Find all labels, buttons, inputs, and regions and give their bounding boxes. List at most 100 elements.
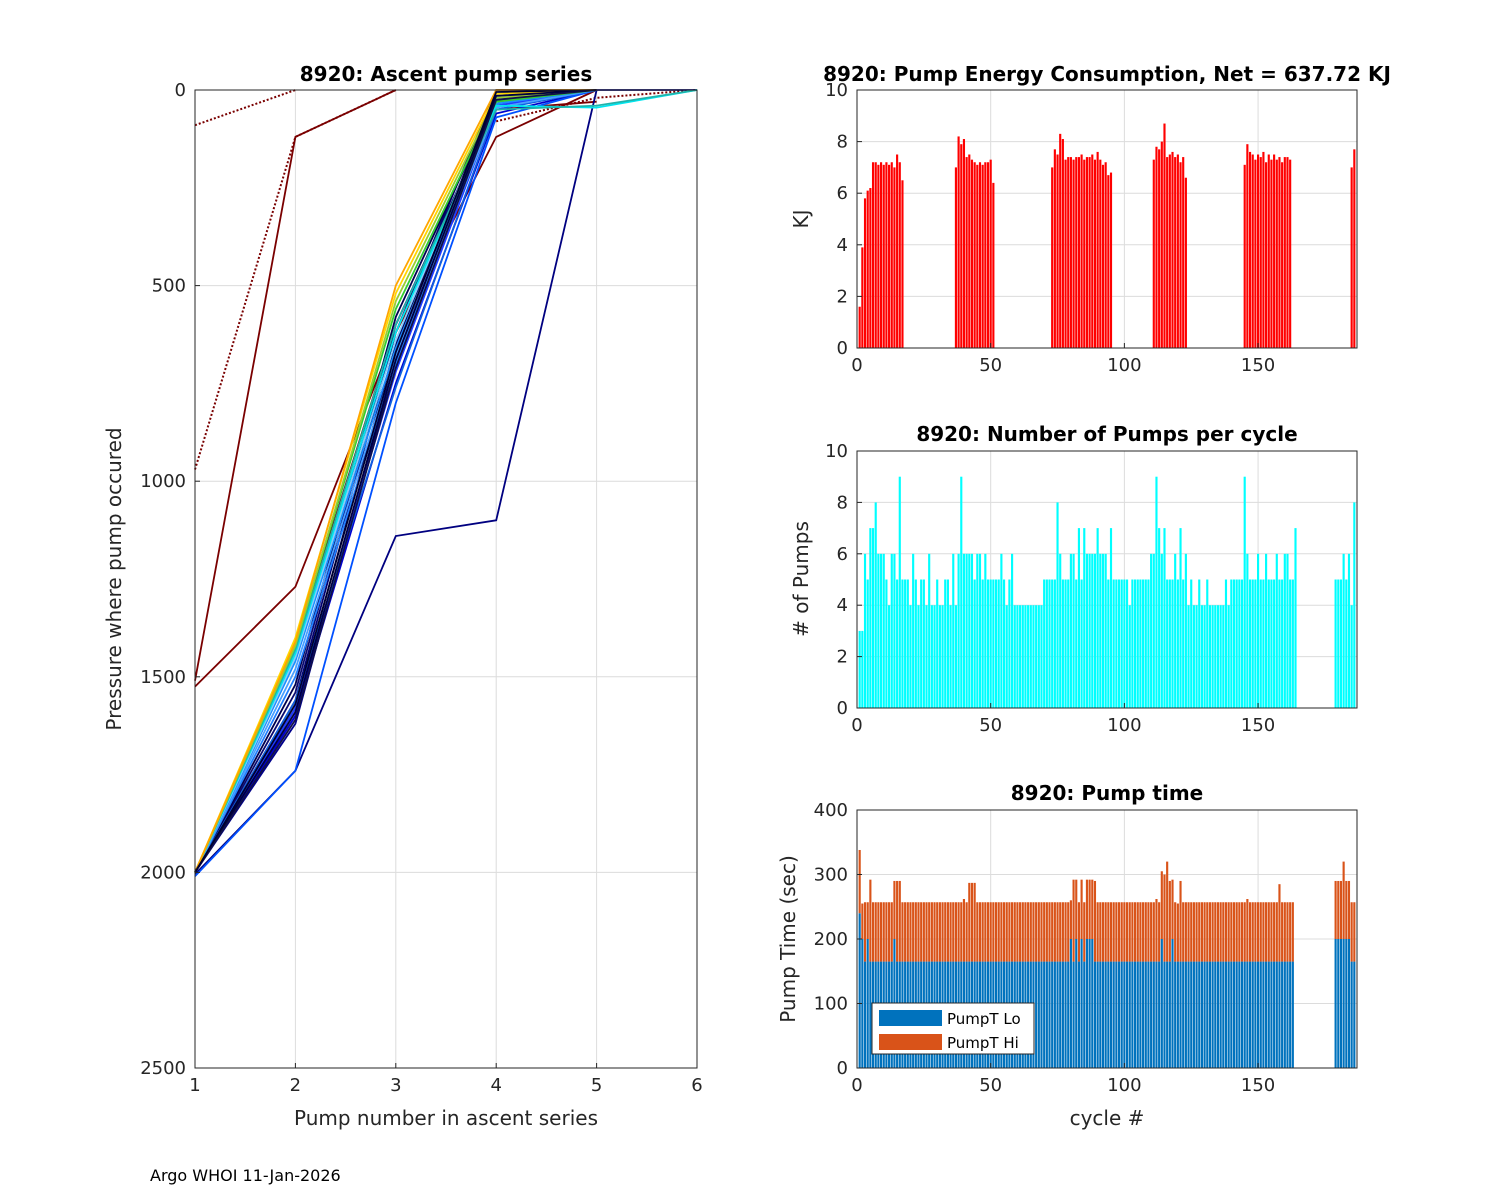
- pumps-bar: [1289, 579, 1292, 708]
- pumps-bar: [1203, 605, 1206, 708]
- pumptime-bar-lo: [1184, 961, 1187, 1068]
- ascent-lines: [194, 89, 698, 877]
- pumptime-bar-hi: [1337, 880, 1340, 939]
- pumptime-bar-hi: [1224, 902, 1228, 962]
- energy-bar: [957, 136, 960, 348]
- energy-bar: [1278, 157, 1281, 348]
- ascent-line-dark-1: [194, 89, 597, 873]
- pumps-bar: [1337, 579, 1340, 708]
- pumptime-bar-lo: [1125, 961, 1129, 1068]
- pumptime-bar-hi: [957, 902, 960, 962]
- pumptime-bar-hi: [1291, 902, 1294, 962]
- pumps-bar: [1136, 579, 1139, 708]
- pumptime-bar-hi: [1011, 902, 1014, 962]
- pumptime-bar-hi: [960, 902, 963, 962]
- pumptime-bar-hi: [1115, 902, 1118, 962]
- pumps-bar: [879, 553, 883, 708]
- pumps-bar: [1187, 605, 1190, 708]
- pumps-bar: [1147, 579, 1150, 708]
- pumptime-bar-hi: [992, 902, 995, 962]
- pumptime-bar-hi: [997, 902, 1000, 962]
- pumptime-bar-lo: [1096, 961, 1099, 1068]
- pumptime-bar-hi: [1091, 879, 1094, 939]
- pumptime-bar-lo: [1235, 961, 1238, 1068]
- pumptime-bar-hi: [1192, 902, 1195, 962]
- pumps-bar: [1080, 579, 1083, 708]
- pumps-bar: [898, 476, 901, 708]
- energy-xtick-label: 0: [851, 355, 862, 376]
- energy-bar: [1243, 164, 1246, 348]
- energy-bar: [1099, 159, 1102, 348]
- pumps-bar: [946, 579, 949, 708]
- pumps-bar: [1174, 553, 1177, 708]
- energy-bar: [1257, 154, 1260, 348]
- pumptime-bar-lo: [1069, 939, 1072, 1068]
- pumps-chart: 0 50 100 150 0 2 4 6 8 10 8920: Number of Pumps p…: [789, 422, 1358, 736]
- pumptime-bar-hi: [1235, 902, 1238, 962]
- pumptime-bar-hi: [906, 902, 909, 962]
- pumptime-bar-lo: [1283, 961, 1286, 1068]
- energy-bar: [861, 247, 864, 348]
- pumptime-bar-hi: [925, 902, 928, 962]
- pumptime-bar-hi: [986, 902, 990, 962]
- pumptime-bar-lo: [1147, 961, 1150, 1068]
- pumptime-bar-hi: [858, 849, 861, 914]
- pumps-bar: [888, 605, 891, 708]
- pumps-bar: [1254, 579, 1257, 708]
- pumps-bar: [1262, 579, 1265, 708]
- ascent-line-dark-red-3: [194, 89, 397, 681]
- pumptime-bar-hi: [1163, 874, 1166, 962]
- pumptime-bar-lo: [1230, 961, 1233, 1068]
- pumptime-bar-hi: [1019, 902, 1022, 962]
- ascent-line-yellow: [194, 89, 597, 873]
- pumptime-bar-lo: [1158, 961, 1161, 1068]
- pumps-bar: [1011, 553, 1014, 708]
- pumps-bar: [1350, 605, 1353, 708]
- pumptime-bar-hi: [989, 902, 992, 962]
- pumptime-bar-hi: [896, 880, 899, 962]
- pumptime-bar-hi: [861, 903, 864, 939]
- pumptime-bar-lo: [1222, 961, 1225, 1068]
- pumptime-bar-hi: [1096, 902, 1099, 962]
- energy-bar: [1174, 157, 1177, 348]
- energy-bars: [858, 123, 1356, 348]
- pumptime-bars: [858, 849, 1356, 1068]
- pumptime-bar-hi: [1150, 902, 1153, 962]
- pumptime-bar-lo: [861, 939, 864, 1068]
- pumps-bar: [1267, 579, 1270, 708]
- pumps-bar: [922, 579, 925, 708]
- pumptime-bar-hi: [1072, 879, 1075, 962]
- energy-bar: [1179, 162, 1182, 348]
- pumps-bar: [863, 553, 867, 708]
- energy-ytick-label: 8: [837, 132, 848, 153]
- pumptime-bar-hi: [933, 902, 936, 962]
- pumps-bar: [1227, 605, 1230, 708]
- pumptime-bar-hi: [1053, 902, 1056, 962]
- pumptime-bar-lo: [1240, 961, 1244, 1068]
- pumptime-bar-lo: [863, 961, 867, 1068]
- pumptime-bar-hi: [1064, 902, 1067, 962]
- pumptime-bar-lo: [1067, 961, 1070, 1068]
- pumptime-bar-hi: [1262, 902, 1265, 962]
- pumptime-bar-lo: [1203, 961, 1206, 1068]
- energy-bar: [1259, 157, 1262, 348]
- pumps-xtick-label: 150: [1241, 715, 1275, 736]
- pumptime-bar-lo: [1099, 961, 1102, 1068]
- pumptime-bar-lo: [1339, 939, 1343, 1068]
- pumptime-bar-lo: [1251, 961, 1254, 1068]
- energy-bar: [1289, 159, 1292, 348]
- pumptime-bar-hi: [928, 902, 931, 962]
- pumptime-bar-lo: [1192, 961, 1195, 1068]
- pumps-bar: [1190, 579, 1193, 708]
- pumptime-xtick-label: 150: [1241, 1075, 1275, 1096]
- pumptime-bar-lo: [1216, 961, 1220, 1068]
- pumptime-bar-hi: [1342, 861, 1345, 939]
- pumps-bar: [989, 579, 992, 708]
- pumptime-bar-hi: [954, 902, 957, 962]
- pumptime-bar-hi: [1267, 902, 1270, 962]
- pumptime-bar-lo: [1051, 961, 1054, 1068]
- pumptime-bar-hi: [898, 880, 901, 962]
- pumptime-bar-hi: [1257, 902, 1260, 962]
- energy-bar: [1273, 154, 1276, 348]
- pumps-bar: [1099, 553, 1102, 708]
